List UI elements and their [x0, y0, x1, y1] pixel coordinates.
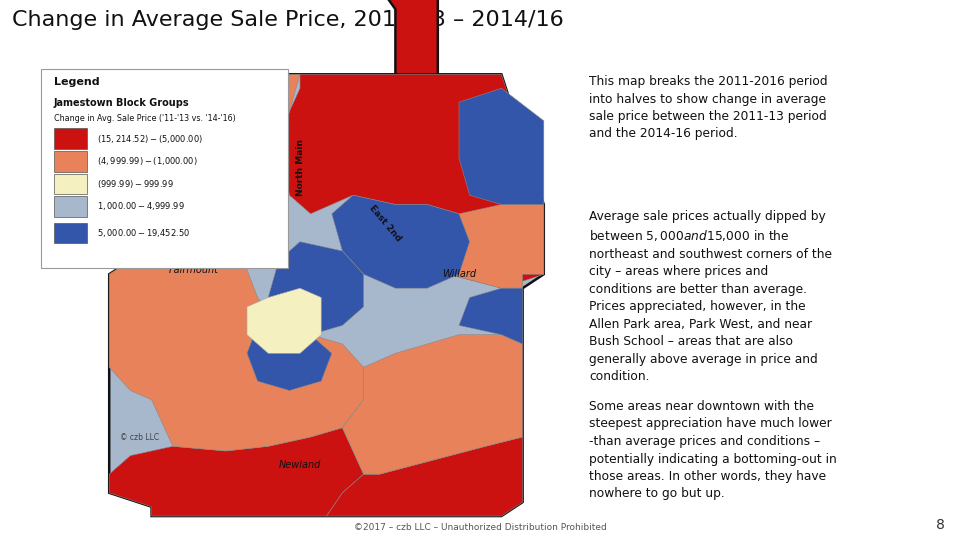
- Polygon shape: [332, 195, 469, 288]
- FancyBboxPatch shape: [41, 69, 288, 268]
- Text: Jamestown Block Groups: Jamestown Block Groups: [54, 98, 189, 107]
- Text: ($15,214.52) - ($5,000.00): ($15,214.52) - ($5,000.00): [97, 133, 204, 145]
- Polygon shape: [369, 0, 438, 75]
- Text: ($999.99) - $999.99: ($999.99) - $999.99: [97, 178, 174, 190]
- Text: © czb LLC: © czb LLC: [120, 433, 159, 442]
- Text: Change in Avg. Sale Price ('11-'13 vs. '14-'16): Change in Avg. Sale Price ('11-'13 vs. '…: [54, 114, 235, 123]
- Text: This map breaks the 2011-2016 period
into halves to show change in average
sale : This map breaks the 2011-2016 period int…: [589, 75, 828, 140]
- Bar: [54, 196, 86, 217]
- Polygon shape: [278, 75, 543, 288]
- Polygon shape: [109, 75, 543, 516]
- Text: Newland: Newland: [278, 460, 322, 470]
- Text: ©2017 – czb LLC – Unauthorized Distribution Prohibited: ©2017 – czb LLC – Unauthorized Distribut…: [353, 523, 607, 532]
- Text: Average sale prices actually dipped by
between $5,000 and $15,000 in the
northea: Average sale prices actually dipped by b…: [589, 210, 832, 383]
- Text: Willard: Willard: [442, 269, 476, 279]
- Text: Change in Average Sale Price, 2011/13 – 2014/16: Change in Average Sale Price, 2011/13 – …: [12, 10, 564, 30]
- Polygon shape: [268, 242, 364, 335]
- Text: $1,000.00 - $4,999.99: $1,000.00 - $4,999.99: [97, 200, 184, 212]
- Polygon shape: [396, 205, 543, 288]
- Bar: [54, 151, 86, 172]
- Polygon shape: [109, 428, 364, 516]
- Bar: [54, 223, 86, 244]
- Text: Fairmount: Fairmount: [169, 265, 219, 275]
- Polygon shape: [109, 75, 364, 451]
- Text: $5,000.00 - $19,452.50: $5,000.00 - $19,452.50: [97, 227, 190, 239]
- Text: Some areas near downtown with the
steepest appreciation have much lower
-than av: Some areas near downtown with the steepe…: [589, 400, 837, 501]
- Text: Legend: Legend: [54, 77, 99, 87]
- Polygon shape: [343, 335, 522, 474]
- Polygon shape: [459, 88, 543, 205]
- Polygon shape: [459, 288, 522, 344]
- Text: 8: 8: [936, 518, 945, 532]
- Polygon shape: [247, 288, 322, 353]
- Text: East 2nd: East 2nd: [367, 203, 402, 243]
- Polygon shape: [326, 437, 522, 516]
- Bar: [54, 173, 86, 194]
- Polygon shape: [247, 326, 332, 390]
- Text: ($4,999.99) - ($1,000.00): ($4,999.99) - ($1,000.00): [97, 155, 198, 167]
- Bar: [54, 129, 86, 149]
- Text: North Main: North Main: [296, 139, 304, 196]
